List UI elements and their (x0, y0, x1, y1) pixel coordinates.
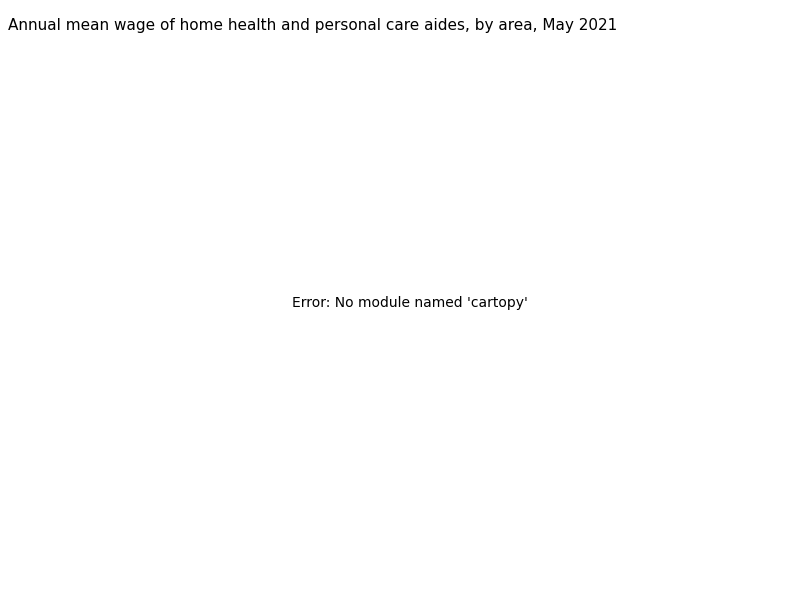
Text: Error: No module named 'cartopy': Error: No module named 'cartopy' (292, 296, 528, 310)
Text: Annual mean wage of home health and personal care aides, by area, May 2021: Annual mean wage of home health and pers… (8, 18, 618, 33)
